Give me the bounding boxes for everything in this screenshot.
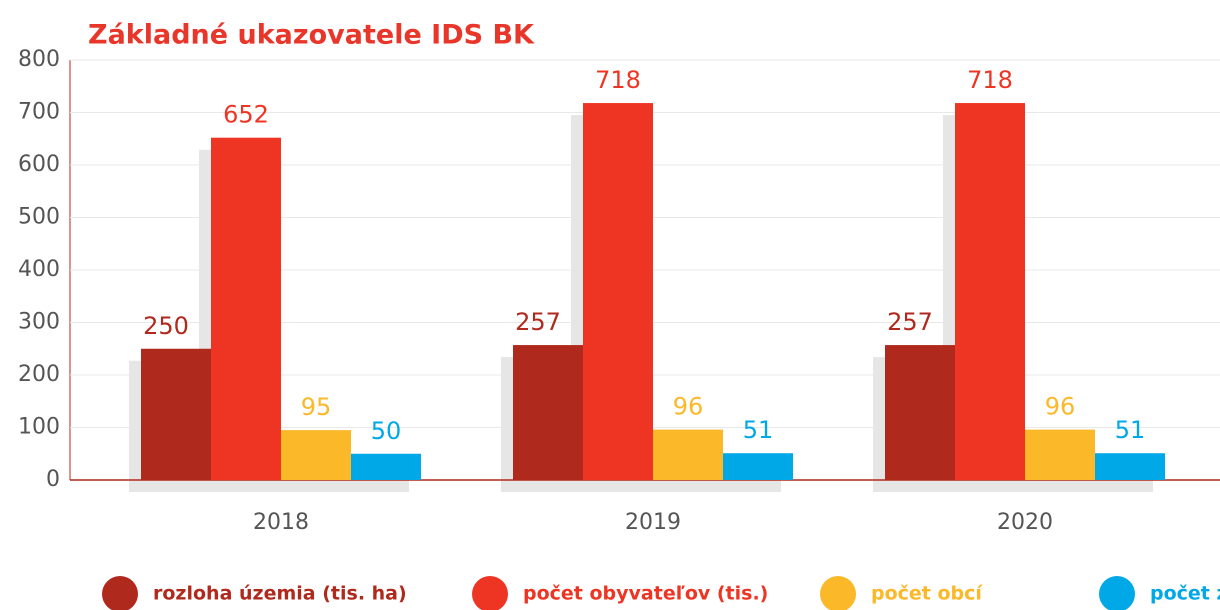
y-tick-label: 700 <box>18 100 60 125</box>
legend-marker <box>1099 576 1135 610</box>
data-label: 50 <box>371 417 402 445</box>
y-tick-label: 200 <box>18 362 60 387</box>
bar <box>653 429 723 480</box>
data-label: 96 <box>673 393 704 421</box>
bar <box>281 430 351 480</box>
data-label: 718 <box>595 66 641 94</box>
data-label: 257 <box>515 308 561 336</box>
legend-label: počet zón <box>1150 583 1220 605</box>
data-label: 652 <box>223 101 269 129</box>
y-tick-label: 800 <box>18 47 60 72</box>
legend-label: počet obyvateľov (tis.) <box>523 583 768 605</box>
y-tick-label: 0 <box>46 467 60 492</box>
data-label: 51 <box>743 416 774 444</box>
chart-title: Základné ukazovatele IDS BK <box>88 20 535 51</box>
legend-label: počet obcí <box>871 583 983 605</box>
x-tick-label: 2020 <box>997 510 1053 535</box>
y-tick-label: 400 <box>18 257 60 282</box>
bar <box>1025 429 1095 480</box>
y-tick-label: 500 <box>18 205 60 230</box>
bar <box>1095 453 1165 480</box>
bar <box>211 137 281 480</box>
bar <box>583 103 653 481</box>
legend-marker <box>820 576 856 610</box>
data-label: 95 <box>301 393 332 421</box>
bar <box>885 345 955 480</box>
data-label: 250 <box>143 312 189 340</box>
y-tick-label: 600 <box>18 152 60 177</box>
data-label: 257 <box>887 308 933 336</box>
bar <box>351 453 421 480</box>
legend-marker <box>472 576 508 610</box>
x-tick-label: 2019 <box>625 510 681 535</box>
y-tick-label: 300 <box>18 310 60 335</box>
bar <box>513 345 583 480</box>
legend-marker <box>102 576 138 610</box>
data-label: 51 <box>1115 416 1146 444</box>
bar <box>723 453 793 480</box>
x-tick-label: 2018 <box>253 510 309 535</box>
y-tick-label: 100 <box>18 415 60 440</box>
bar <box>141 348 211 480</box>
data-label: 96 <box>1045 393 1076 421</box>
data-label: 718 <box>967 66 1013 94</box>
legend-label: rozloha územia (tis. ha) <box>153 583 407 605</box>
bar <box>955 103 1025 481</box>
